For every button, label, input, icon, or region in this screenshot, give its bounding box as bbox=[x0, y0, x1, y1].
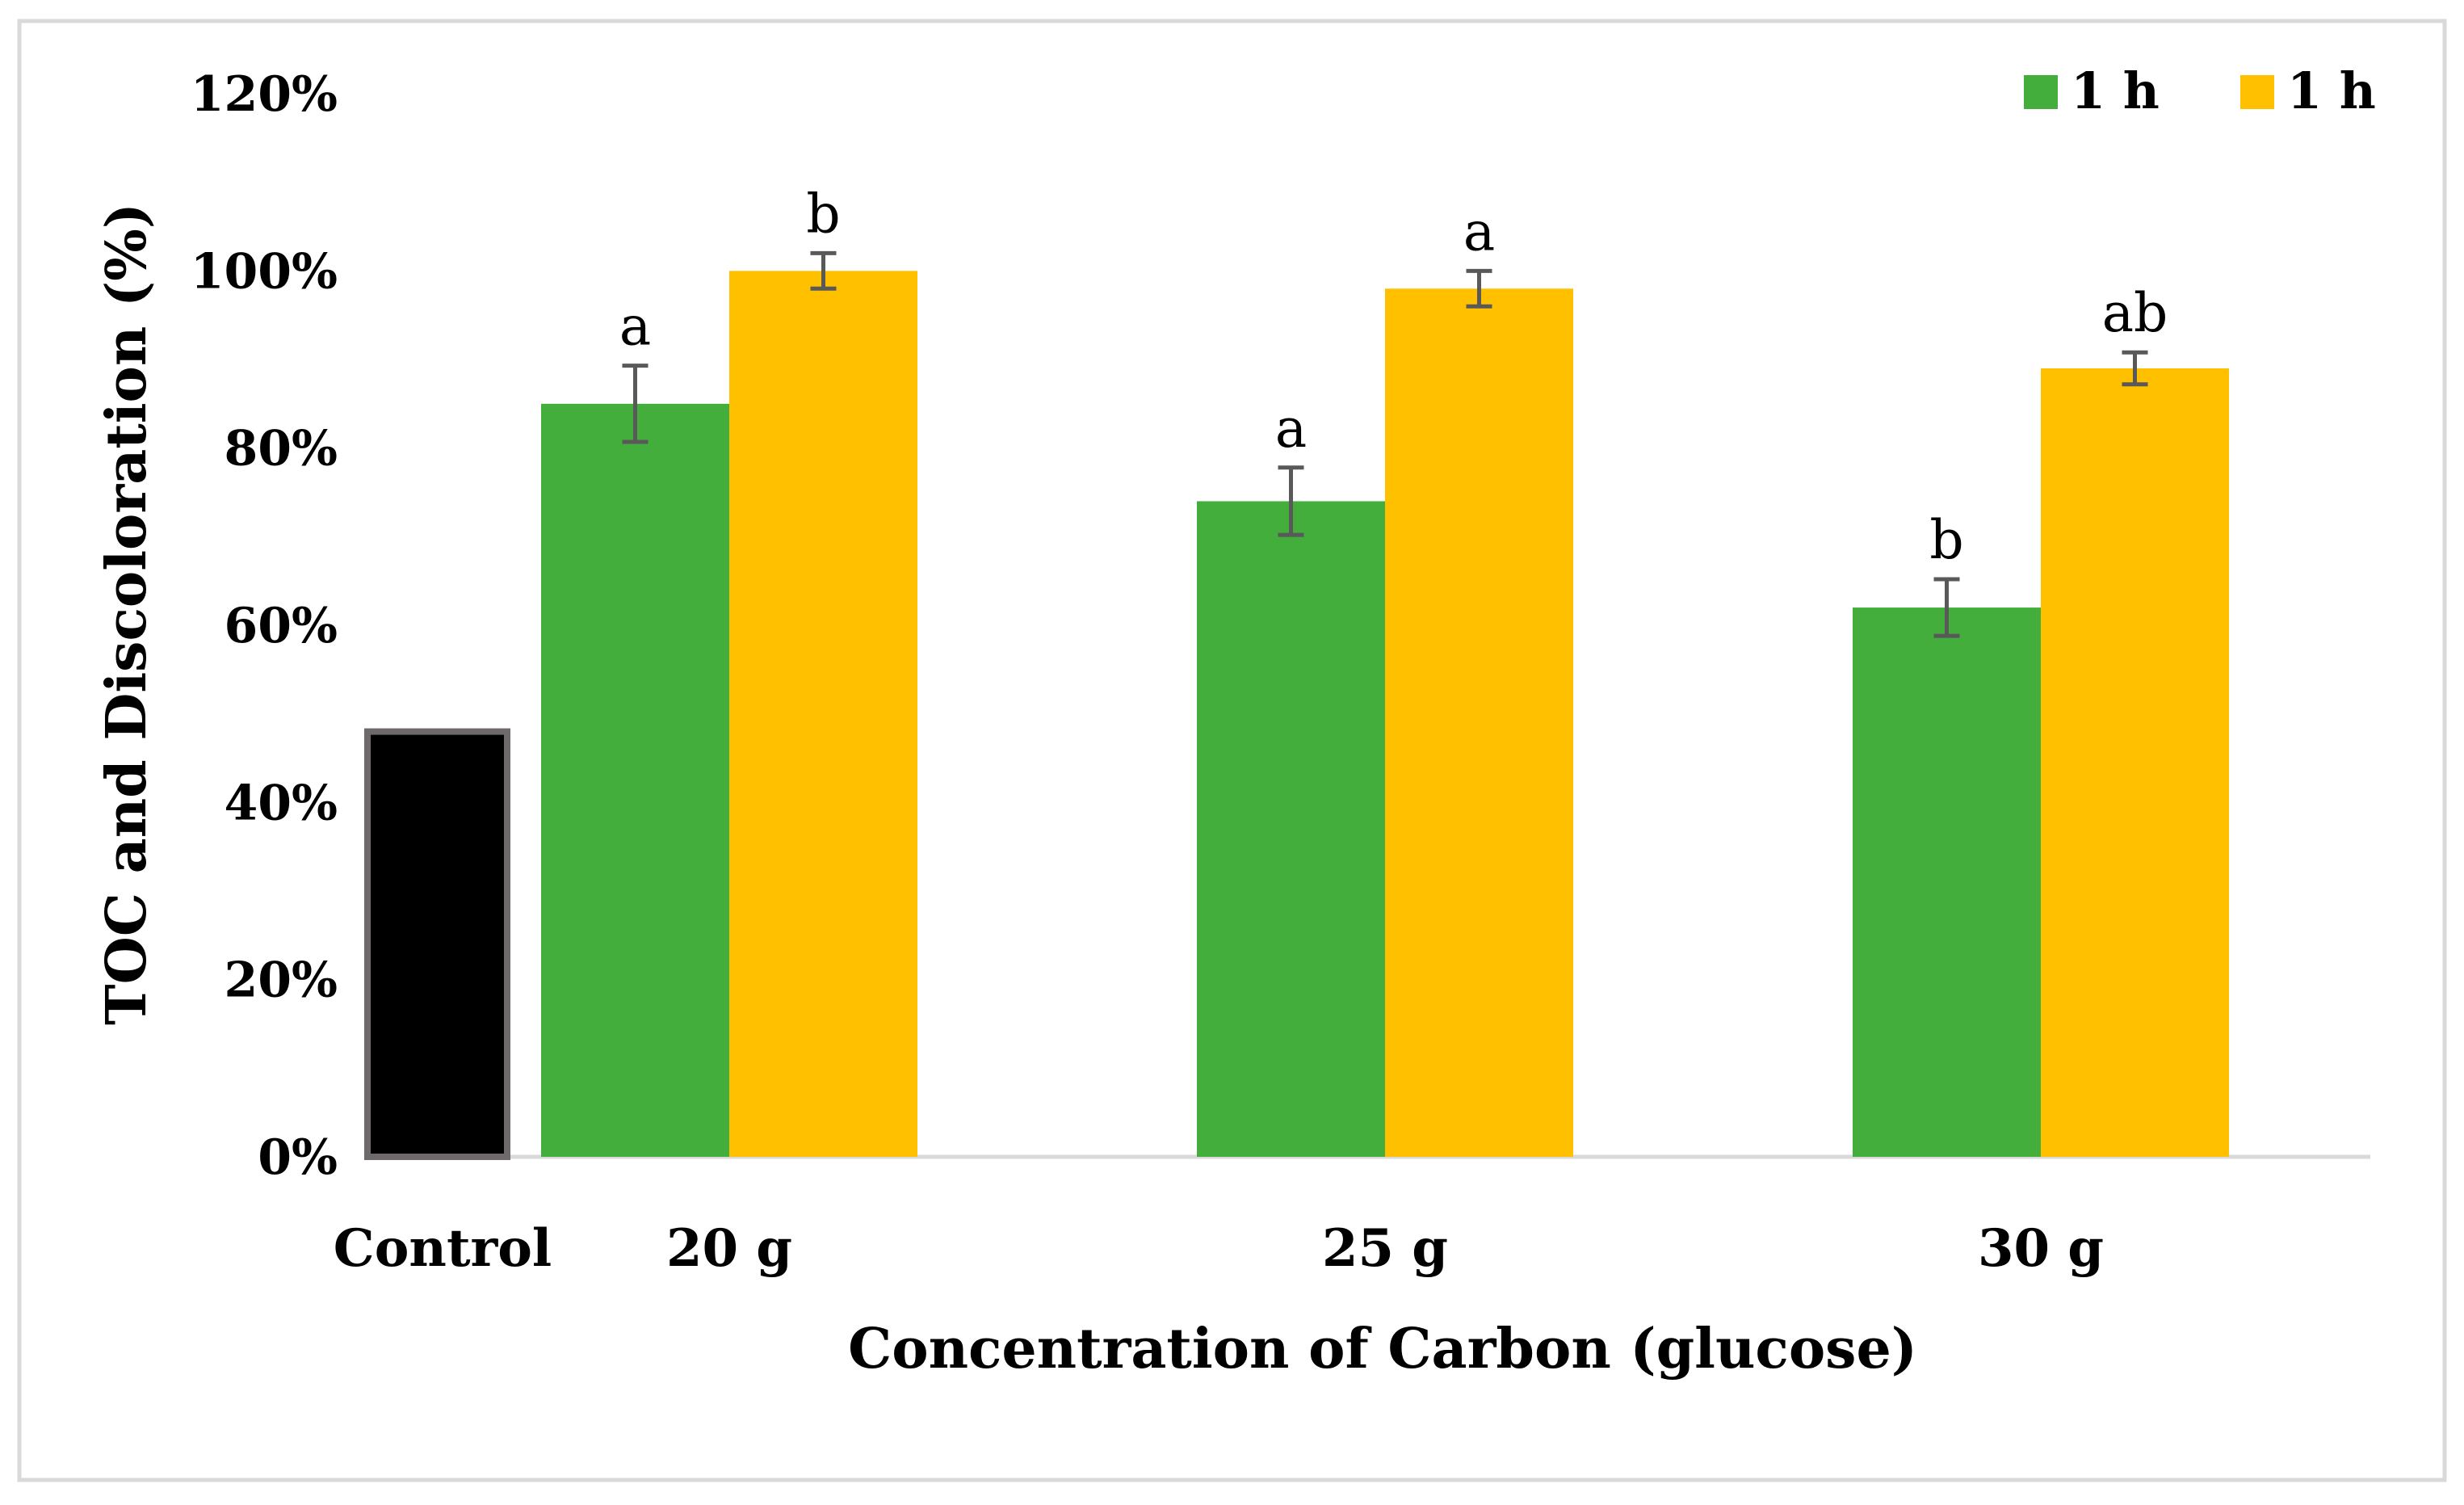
y-tick-label: 120% bbox=[191, 66, 338, 123]
bar bbox=[1853, 607, 2041, 1157]
y-tick-label: 40% bbox=[224, 775, 338, 831]
bar bbox=[729, 271, 917, 1157]
y-axis-title: TOC and Discoloration (%) bbox=[94, 203, 159, 1025]
y-tick-label: 20% bbox=[224, 952, 338, 1009]
y-tick-label: 60% bbox=[224, 598, 338, 654]
significance-label: b bbox=[1929, 509, 1963, 571]
legend: 1 h 1 h bbox=[2024, 61, 2376, 120]
control-bar bbox=[364, 728, 510, 1160]
legend-label: 1 h bbox=[2071, 61, 2160, 120]
legend-label: 1 h bbox=[2287, 61, 2376, 120]
x-axis-title: Concentration of Carbon (glucose) bbox=[848, 1317, 1917, 1381]
significance-label: a bbox=[1463, 200, 1495, 263]
legend-swatch bbox=[2024, 75, 2058, 109]
bar bbox=[1385, 288, 1573, 1158]
category-labels: Control 20 g 25 g 30 g bbox=[334, 1218, 2104, 1279]
legend-swatch bbox=[2240, 75, 2274, 109]
bar bbox=[1197, 501, 1385, 1157]
x-tick-label: 25 g bbox=[1322, 1218, 1448, 1279]
y-axis-ticks: 0% 20% 40% 60% 80% 100% 120% bbox=[191, 66, 338, 1186]
x-tick-label-control: Control bbox=[334, 1218, 552, 1279]
x-tick-label: 20 g bbox=[666, 1218, 792, 1279]
bar bbox=[2041, 368, 2229, 1157]
x-tick-label: 30 g bbox=[1978, 1218, 2104, 1279]
significance-label: a bbox=[1275, 397, 1307, 460]
bar bbox=[541, 403, 729, 1157]
significance-label: a bbox=[619, 296, 651, 358]
y-tick-label: 0% bbox=[258, 1129, 338, 1186]
significance-label: b bbox=[806, 183, 840, 245]
y-tick-label: 80% bbox=[224, 421, 338, 477]
significance-label: ab bbox=[2102, 282, 2168, 344]
y-tick-label: 100% bbox=[191, 243, 338, 300]
